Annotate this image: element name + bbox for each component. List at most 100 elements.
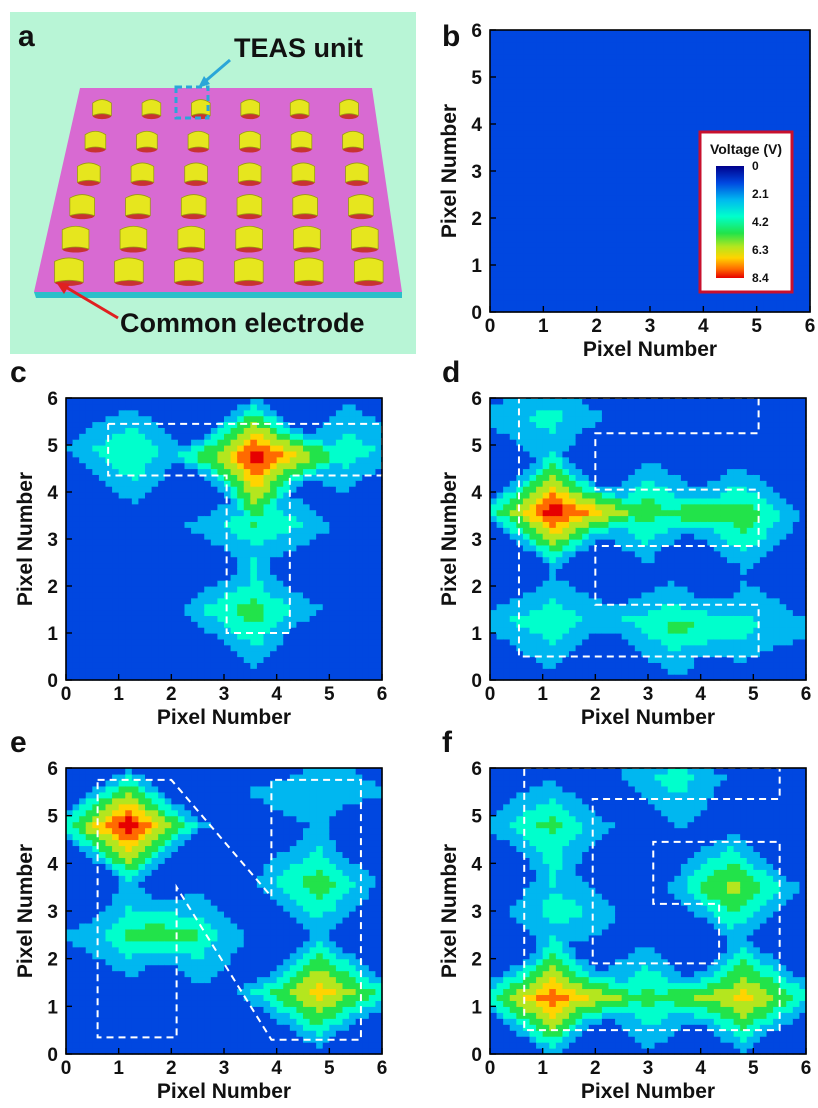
heatmap-cell [550, 223, 558, 231]
heatmap-cell [329, 603, 337, 611]
heatmap-cell [79, 427, 87, 434]
heatmap-cell [316, 398, 324, 405]
heatmap-cell [503, 574, 511, 581]
heatmap-cell [676, 153, 684, 160]
heatmap-cell [509, 603, 517, 611]
heatmap-cell [576, 288, 584, 295]
heatmap-cell [643, 65, 651, 72]
heatmap-cell [616, 165, 624, 172]
heatmap-cell [105, 586, 113, 593]
heatmap-cell [650, 253, 658, 260]
heatmap-cell [250, 433, 258, 440]
heatmap-cell [79, 644, 87, 652]
heatmap-cell [630, 65, 638, 72]
heatmap-cell [696, 59, 704, 66]
heatmap-cell [650, 206, 658, 213]
heatmap-cell [177, 456, 186, 464]
heatmap-cell [576, 182, 584, 190]
heatmap-cell [583, 41, 591, 49]
heatmap-cell [79, 403, 87, 411]
heatmap-cell [503, 259, 511, 266]
heatmap-cell [72, 644, 80, 652]
heatmap-cell [375, 674, 383, 681]
heatmap-cell [138, 433, 146, 440]
heatmap-cell [342, 445, 350, 452]
heatmap-cell [112, 580, 120, 587]
heatmap-cell [490, 638, 498, 646]
heatmap-cell [616, 282, 624, 290]
pad-r5-c3 [234, 257, 264, 283]
heatmap-cell [256, 609, 265, 616]
heatmap-cell [556, 300, 564, 307]
heatmap-cell [643, 288, 651, 295]
heatmap-cell [796, 188, 804, 196]
heatmap-cell [177, 398, 186, 405]
heatmap-cell [197, 644, 205, 652]
heatmap-cell [125, 586, 133, 593]
heatmap-cell [736, 59, 744, 66]
heatmap-cell [716, 124, 724, 131]
heatmap-cell [563, 241, 571, 248]
heatmap-cell [803, 229, 811, 237]
heatmap-cell [329, 474, 337, 481]
heatmap-cell [636, 41, 644, 49]
heatmap-cell [683, 176, 691, 184]
heatmap-cell [663, 182, 671, 190]
heatmap-cell [263, 521, 271, 528]
heatmap-cell [79, 615, 87, 622]
heatmap-cell [616, 129, 624, 137]
heatmap-cell [362, 468, 370, 475]
heatmap-cell [630, 212, 638, 219]
heatmap-cell [490, 662, 498, 669]
heatmap-cell [676, 235, 684, 243]
heatmap-cell [563, 112, 571, 119]
heatmap-cell [750, 53, 758, 60]
heatmap-cell [237, 462, 245, 470]
heatmap-cell [596, 212, 604, 219]
heatmap-cell [118, 415, 126, 423]
heatmap-cell [138, 574, 146, 581]
heatmap-cell [690, 235, 698, 243]
heatmap-cell [496, 615, 504, 622]
heatmap-cell [270, 480, 278, 487]
heatmap-cell [322, 480, 330, 487]
heatmap-cell [610, 129, 618, 137]
heatmap-cell [590, 147, 598, 154]
heatmap-cell [556, 270, 564, 278]
heatmap-cell [596, 253, 604, 260]
heatmap-cell [650, 200, 658, 207]
heatmap-cell [210, 456, 219, 464]
heatmap-cell [177, 462, 186, 470]
heatmap-cell [683, 247, 691, 254]
heatmap-cell [243, 456, 251, 464]
heatmap-cell [164, 503, 172, 511]
heatmap-cell [636, 306, 644, 313]
heatmap-cell [289, 668, 298, 675]
heatmap-cell [230, 456, 238, 464]
heatmap-cell [630, 200, 638, 207]
heatmap-cell [66, 568, 74, 575]
heatmap-cell [131, 550, 140, 558]
heatmap-cell [663, 200, 671, 207]
heatmap-cell [556, 182, 564, 190]
heatmap-cell [530, 147, 538, 154]
heatmap-cell [583, 200, 591, 207]
heatmap-cell [610, 288, 618, 295]
heatmap-cell [342, 562, 350, 569]
heatmap-cell [92, 398, 100, 405]
heatmap-cell [750, 106, 758, 113]
heatmap-cell [184, 433, 192, 440]
heatmap-cell [683, 282, 691, 290]
heatmap-cell [79, 409, 87, 417]
heatmap-cell [636, 200, 644, 207]
heatmap-cell [131, 586, 140, 593]
heatmap-cell [289, 521, 298, 528]
heatmap-cell [303, 439, 311, 446]
heatmap-cell [796, 306, 804, 313]
heatmap-cell [490, 650, 498, 658]
heatmap-cell [803, 47, 811, 55]
heatmap-cell [583, 129, 591, 137]
heatmap-cell [710, 47, 718, 55]
heatmap-cell [803, 53, 811, 60]
heatmap-cell [530, 235, 538, 243]
